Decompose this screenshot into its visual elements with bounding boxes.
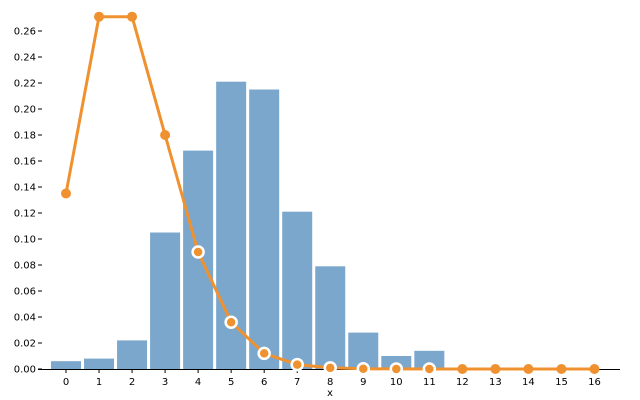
y-tick-label-0.02: 0.02 (14, 339, 36, 350)
line-point-6 (257, 346, 271, 361)
line-point-2 (127, 11, 138, 22)
x-tick-label-6: 6 (261, 377, 267, 388)
y-tick-label-0.08: 0.08 (14, 261, 36, 272)
x-axis-title: x (327, 388, 333, 399)
line-point-12 (457, 364, 468, 374)
y-tick-label-0.12: 0.12 (14, 209, 36, 220)
x-tick-label-4: 4 (195, 377, 201, 388)
y-tick-label-0.24: 0.24 (14, 53, 36, 64)
line-point-5 (224, 315, 238, 329)
x-tick-label-0: 0 (63, 377, 69, 388)
bar-3 (150, 232, 181, 369)
bar-0 (51, 361, 81, 369)
y-tick-label-0.00: 0.00 (14, 365, 36, 376)
x-tick-label-8: 8 (327, 377, 333, 388)
line-point-11 (422, 362, 437, 376)
line-point-1 (94, 11, 105, 22)
x-tick-label-10: 10 (390, 377, 403, 388)
y-tick-label-0.06: 0.06 (14, 287, 36, 298)
x-tick-label-16: 16 (588, 377, 601, 388)
y-tick-label-0.18: 0.18 (14, 131, 36, 142)
line-point-14 (523, 364, 534, 374)
bar-11 (414, 350, 445, 369)
x-tick-label-9: 9 (360, 377, 366, 388)
x-tick-label-15: 15 (555, 377, 568, 388)
x-tick-label-1: 1 (96, 377, 102, 388)
y-tick-label-0.16: 0.16 (14, 157, 36, 168)
line-point-16 (589, 364, 600, 374)
y-tick-label-0.26: 0.26 (14, 27, 36, 38)
line-point-13 (490, 364, 501, 374)
line-point-7 (290, 357, 304, 372)
line-point-15 (556, 364, 567, 374)
x-tick-label-3: 3 (162, 377, 168, 388)
x-tick-label-13: 13 (489, 377, 502, 388)
x-tick-label-12: 12 (456, 377, 469, 388)
bar-7 (282, 211, 313, 369)
bar-6 (249, 89, 280, 369)
y-tick-label-0.14: 0.14 (14, 183, 36, 194)
bar-4 (183, 150, 214, 369)
line-series (61, 11, 600, 376)
x-tick-label-5: 5 (228, 377, 234, 388)
bar-2 (117, 340, 148, 369)
bar-8 (315, 266, 346, 369)
y-tick-label-0.20: 0.20 (14, 105, 36, 116)
x-tick-label-11: 11 (423, 377, 436, 388)
x-tick-label-2: 2 (129, 377, 135, 388)
y-tick-label-0.04: 0.04 (14, 313, 36, 324)
line-point-8 (323, 361, 337, 375)
line-point-9 (356, 361, 371, 376)
bar-series (51, 81, 445, 369)
line-point-4 (191, 245, 205, 259)
line-point-10 (389, 362, 404, 376)
x-tick-label-7: 7 (294, 377, 300, 388)
y-tick-label-0.10: 0.10 (14, 235, 36, 246)
bar-1 (84, 358, 115, 369)
line-point-3 (160, 130, 171, 140)
line-point-0 (61, 188, 71, 199)
y-tick-label-0.22: 0.22 (14, 79, 36, 90)
x-tick-label-14: 14 (522, 377, 535, 388)
